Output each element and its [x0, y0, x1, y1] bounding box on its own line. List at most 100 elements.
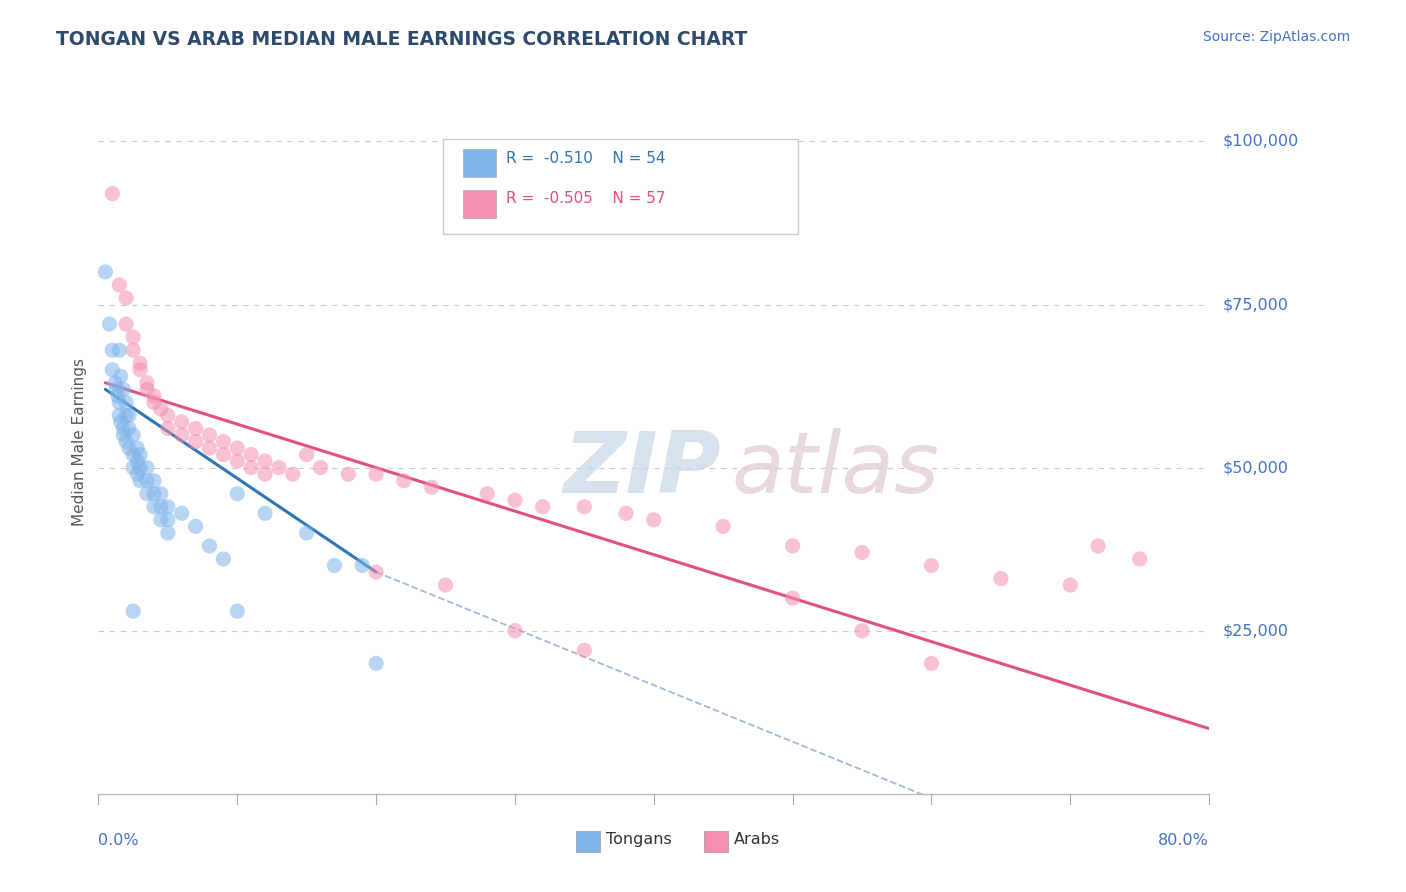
Point: [212, 434, 235, 449]
Point: [323, 558, 346, 573]
Point: [149, 487, 172, 501]
Point: [309, 460, 332, 475]
Point: [149, 513, 172, 527]
Point: [352, 558, 374, 573]
Point: [198, 539, 221, 553]
Point: [434, 578, 457, 592]
FancyBboxPatch shape: [576, 830, 600, 852]
Point: [240, 448, 263, 462]
Text: $100,000: $100,000: [1223, 134, 1299, 149]
Text: Arabs: Arabs: [734, 832, 780, 847]
Point: [711, 519, 734, 533]
Point: [110, 415, 132, 429]
Point: [122, 604, 145, 618]
Point: [101, 363, 124, 377]
Point: [112, 421, 135, 435]
Point: [98, 317, 121, 331]
Point: [115, 434, 138, 449]
Point: [295, 525, 318, 540]
Text: Tongans: Tongans: [606, 832, 672, 847]
Point: [127, 454, 149, 468]
FancyBboxPatch shape: [463, 190, 496, 219]
Point: [136, 382, 159, 396]
Point: [366, 657, 388, 671]
Point: [136, 460, 159, 475]
Point: [105, 382, 128, 396]
Point: [108, 395, 131, 409]
Point: [115, 291, 138, 305]
Point: [366, 565, 388, 579]
Point: [136, 474, 159, 488]
Point: [115, 409, 138, 423]
Text: $75,000: $75,000: [1223, 297, 1289, 312]
Text: 0.0%: 0.0%: [98, 833, 139, 847]
Point: [475, 487, 499, 501]
Point: [614, 506, 637, 520]
Point: [101, 186, 124, 201]
Point: [267, 460, 290, 475]
Point: [118, 441, 141, 455]
Point: [295, 448, 318, 462]
Point: [136, 487, 159, 501]
Text: 80.0%: 80.0%: [1159, 833, 1209, 847]
Point: [143, 389, 166, 403]
Text: ZIP: ZIP: [562, 428, 720, 511]
Point: [143, 474, 166, 488]
Point: [253, 506, 276, 520]
Point: [122, 428, 145, 442]
Text: TONGAN VS ARAB MEDIAN MALE EARNINGS CORRELATION CHART: TONGAN VS ARAB MEDIAN MALE EARNINGS CORR…: [56, 30, 748, 49]
Point: [143, 395, 166, 409]
Point: [170, 428, 193, 442]
Point: [127, 467, 149, 482]
Point: [156, 500, 179, 514]
Point: [108, 409, 131, 423]
Point: [94, 265, 117, 279]
Point: [212, 448, 235, 462]
Point: [156, 513, 179, 527]
Point: [136, 376, 159, 390]
Point: [851, 624, 873, 638]
Point: [170, 506, 193, 520]
Point: [1087, 539, 1109, 553]
Point: [104, 376, 127, 390]
Point: [112, 382, 135, 396]
Point: [101, 343, 124, 358]
Point: [574, 500, 596, 514]
Point: [366, 467, 388, 482]
Point: [253, 454, 276, 468]
Point: [1059, 578, 1081, 592]
Y-axis label: Median Male Earnings: Median Male Earnings: [72, 358, 87, 525]
Point: [782, 539, 804, 553]
Point: [143, 487, 166, 501]
Point: [226, 604, 249, 618]
Point: [920, 558, 942, 573]
Text: atlas: atlas: [731, 428, 939, 511]
Point: [226, 454, 249, 468]
Point: [115, 395, 138, 409]
Point: [129, 363, 152, 377]
Point: [129, 460, 152, 475]
Point: [118, 409, 141, 423]
FancyBboxPatch shape: [704, 830, 728, 852]
Point: [112, 428, 135, 442]
Point: [281, 467, 304, 482]
Point: [198, 428, 221, 442]
Point: [253, 467, 276, 482]
Text: R =  -0.510    N = 54: R = -0.510 N = 54: [506, 151, 665, 166]
Point: [782, 591, 804, 606]
Point: [170, 415, 193, 429]
Point: [118, 421, 141, 435]
Point: [108, 277, 131, 292]
Point: [1129, 552, 1152, 566]
Point: [122, 330, 145, 344]
Point: [156, 421, 179, 435]
Point: [108, 343, 131, 358]
Point: [337, 467, 360, 482]
Point: [110, 369, 132, 384]
Point: [129, 356, 152, 370]
Point: [503, 624, 526, 638]
Text: R =  -0.505    N = 57: R = -0.505 N = 57: [506, 192, 665, 206]
Point: [122, 343, 145, 358]
Point: [392, 474, 415, 488]
Point: [156, 525, 179, 540]
